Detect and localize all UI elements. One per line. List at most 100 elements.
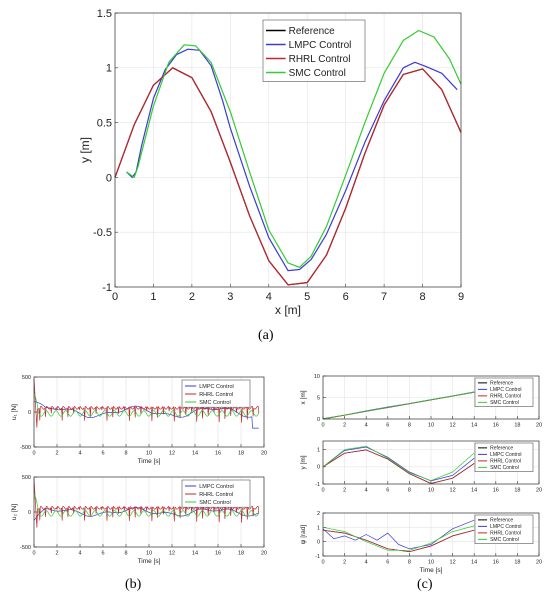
x-tick-label: 12 [450, 423, 456, 429]
plot-frame [322, 375, 540, 420]
x-axis-label: Time [s] [420, 567, 443, 574]
series-line-rhrl [114, 67, 462, 286]
x-tick-label: 18 [514, 560, 520, 566]
x-tick-label: 4 [78, 551, 81, 557]
legend-label-lmpc: LMPC Control [199, 384, 234, 390]
y-tick-label: 0 [317, 465, 320, 471]
y-tick-label: 5 [317, 395, 320, 401]
y-tick-label: -1 [315, 482, 320, 488]
y-tick-label: 10 [314, 374, 320, 380]
y-tick-label: 0 [317, 540, 320, 546]
x-tick-label: 10 [428, 488, 434, 494]
x-axis-label: Time [s] [138, 458, 161, 465]
legend-label-lmpc: LMPC Control [490, 452, 521, 458]
x-tick-label: 0 [112, 291, 118, 303]
x-tick-label: 6 [386, 488, 389, 494]
x-tick-label: 14 [192, 551, 198, 557]
x-tick-label: 12 [450, 560, 456, 566]
legend-label-lmpc: LMPC Control [199, 484, 234, 490]
plot-frame [114, 12, 462, 288]
x-tick-label: 16 [493, 423, 499, 429]
x-tick-label: 14 [192, 451, 198, 457]
x-tick-label: 16 [493, 488, 499, 494]
series-line-lmpc [33, 507, 259, 521]
y-tick-label: -500 [20, 545, 31, 551]
x-tick-label: 20 [536, 560, 542, 566]
x-tick-label: 20 [261, 451, 267, 457]
x-tick-label: 4 [78, 451, 81, 457]
x-tick-label: 0 [321, 423, 324, 429]
x-tick-label: 8 [124, 451, 127, 457]
x-tick-label: 0 [32, 451, 35, 457]
legend-label-reference: Reference [490, 446, 513, 452]
legend-label-lmpc: LMPC Control [289, 40, 352, 51]
legend-label-smc: SMC Control [490, 465, 519, 471]
chart-c1: 0 2 4 6 8 10 12 14 16 18 20 0 5 10 x [m] ReferenceLMPC … [300, 374, 542, 429]
legend-label-reference: Reference [490, 518, 513, 524]
legend-label-rhrl: RHRL Control [199, 392, 233, 398]
x-tick-label: 2 [55, 551, 58, 557]
x-tick-label: 9 [458, 291, 464, 303]
series-line-smc [33, 492, 260, 517]
series-line-smc [322, 445, 475, 481]
y-axis-label: u₁ [N] [11, 404, 18, 420]
x-tick-label: 2 [189, 291, 195, 303]
y-tick-label: 0 [28, 410, 31, 416]
plot-frame [33, 376, 265, 448]
x-tick-label: 16 [215, 451, 221, 457]
plot-frame [322, 512, 540, 557]
series-line-rhrl [33, 378, 260, 428]
x-tick-label: 18 [238, 451, 244, 457]
x-tick-label: 8 [408, 423, 411, 429]
x-tick-label: 16 [493, 560, 499, 566]
legend-label-smc: SMC Control [199, 400, 230, 406]
x-tick-label: 4 [365, 560, 368, 566]
x-tick-label: 8 [408, 488, 411, 494]
x-tick-label: 6 [386, 423, 389, 429]
x-tick-label: 10 [428, 560, 434, 566]
x-tick-label: 2 [55, 451, 58, 457]
series-line-lmpc [322, 446, 475, 482]
x-tick-label: 20 [261, 551, 267, 557]
chart-a: 0 1 2 3 4 5 6 7 8 9 -1 -0.5 0 0.5 1 1.5 x [m] y [m] Refere… [78, 8, 464, 317]
y-tick-label: 1.5 [97, 8, 112, 20]
legend-label-rhrl: RHRL Control [490, 394, 521, 400]
series-line-lmpc [322, 519, 475, 550]
y-axis-label: y [m] [78, 137, 92, 163]
x-tick-label: 4 [365, 423, 368, 429]
x-tick-label: 12 [450, 488, 456, 494]
x-tick-label: 6 [343, 291, 349, 303]
plot-frame [322, 440, 540, 485]
legend-label-reference: Reference [490, 381, 513, 387]
x-tick-label: 2 [343, 560, 346, 566]
x-tick-label: 14 [471, 423, 477, 429]
x-tick-label: 0 [321, 488, 324, 494]
legend-label-rhrl: RHRL Control [490, 459, 521, 465]
x-tick-label: 5 [304, 291, 310, 303]
x-tick-label: 0 [32, 551, 35, 557]
x-tick-label: 18 [238, 551, 244, 557]
legend-label-lmpc: LMPC Control [490, 387, 521, 393]
x-tick-label: 16 [215, 551, 221, 557]
y-tick-label: -1 [315, 554, 320, 560]
series-line-rhrl [33, 478, 260, 528]
y-tick-label: 500 [22, 375, 31, 381]
x-tick-label: 10 [146, 451, 152, 457]
y-axis-label: y [m] [300, 455, 307, 469]
x-tick-label: 6 [101, 551, 104, 557]
legend-label-smc: SMC Control [490, 400, 519, 406]
series-line-rhrl [322, 449, 475, 484]
y-tick-label: 500 [22, 475, 31, 481]
x-tick-label: 20 [536, 423, 542, 429]
x-tick-label: 1 [150, 291, 156, 303]
legend-label-smc: SMC Control [289, 68, 346, 79]
legend-label-rhrl: RHRL Control [199, 492, 233, 498]
y-axis-label: ψ [rad] [300, 525, 307, 545]
caption-b: (b) [125, 577, 142, 592]
y-tick-label: 2 [317, 511, 320, 517]
legend-label-rhrl: RHRL Control [490, 531, 521, 537]
x-tick-label: 0 [321, 560, 324, 566]
